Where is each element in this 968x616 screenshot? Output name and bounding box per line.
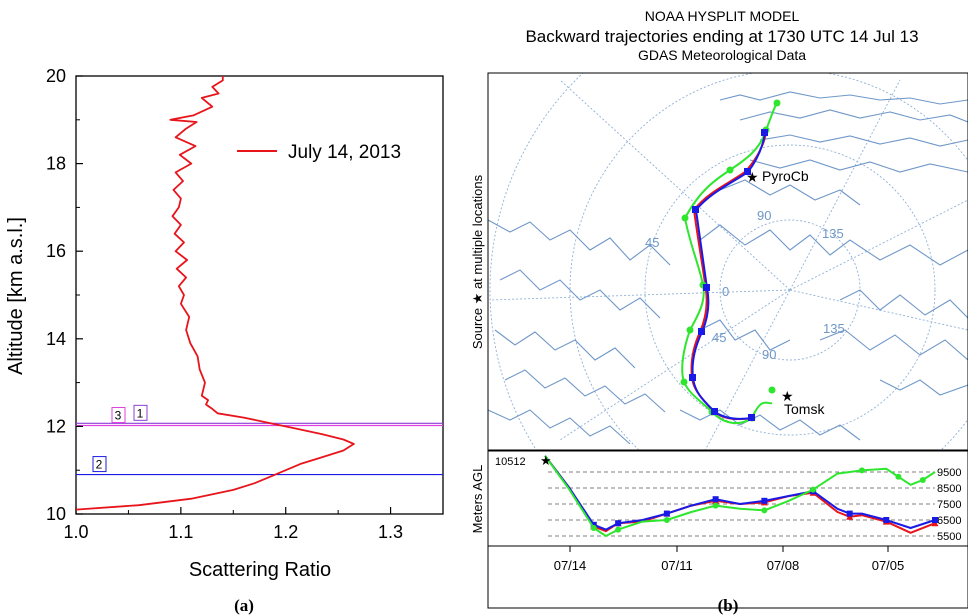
layer-label-box-2 (92, 456, 107, 473)
altitude-point (810, 486, 817, 493)
layer-label-box-3 (111, 407, 126, 424)
altitude-tick-label: 6500 (937, 515, 961, 527)
grid-label-45b: 45 (712, 330, 726, 345)
layer-label-2: 2 (96, 458, 103, 472)
legend-label: July 14, 2013 (288, 142, 401, 163)
altitude-point (590, 521, 597, 528)
map-coastlines (488, 91, 968, 445)
time-tick-label: 07/14 (554, 558, 587, 573)
x-tick-label: 1.2 (273, 522, 298, 542)
grid-label-45a: 45 (645, 235, 659, 250)
panel-label-a: (a) (234, 596, 254, 615)
y-tick-label: 18 (46, 154, 66, 174)
altitude-tick-label: 8500 (937, 483, 961, 495)
x-tick-label: 1.0 (63, 522, 88, 542)
layer-label-box-1 (133, 404, 148, 421)
panel-label-b: (b) (718, 596, 739, 615)
altitude-point (932, 517, 938, 523)
altitude-point (712, 496, 719, 503)
hysplit-panel: NOAA HYSPLIT MODEL Backward trajectories… (470, 8, 968, 609)
grid-label-135a: 135 (822, 226, 844, 241)
altitude-tick-label: 7500 (937, 499, 961, 511)
y-tick-label: 10 (46, 504, 66, 524)
altitude-frame (487, 450, 968, 609)
layer-label-1: 1 (137, 406, 144, 420)
altitude-point (883, 517, 890, 523)
altitude-trajectory-line (544, 455, 936, 537)
altitude-trajectory-line (544, 455, 936, 534)
y-axis-label: Altitude [km a.s.l.] (5, 217, 27, 375)
source-side-label: Source ★ at multiple locations (470, 174, 485, 349)
altitude-point (663, 517, 670, 523)
altitude-point (919, 477, 926, 483)
time-tick-label: 07/11 (661, 558, 693, 573)
map-title-line1: NOAA HYSPLIT MODEL (645, 8, 800, 24)
end-star: ★ (781, 388, 794, 404)
layer-label-3: 3 (115, 409, 122, 423)
y-tick-label: 20 (46, 66, 66, 86)
altitude-y-label: Meters AGL (470, 465, 485, 534)
altitude-point (761, 497, 768, 504)
altitude-point (761, 507, 768, 514)
altitude-point (712, 502, 719, 509)
y-tick-label: 16 (46, 241, 66, 261)
grid-label-0: 0 (722, 284, 729, 299)
altitude-point (615, 526, 622, 533)
y-tick-label: 14 (46, 329, 66, 349)
x-tick-label: 1.3 (378, 522, 403, 542)
profile-line (75, 76, 355, 511)
altitude-point (590, 525, 597, 531)
altitude-start-star: ★ (540, 453, 552, 468)
map-grid-labels: 45 90 135 0 45 90 135 (645, 208, 845, 362)
map-trajectory-green (681, 102, 778, 425)
grid-label-135b: 135 (823, 321, 845, 336)
grid-label-90b: 90 (762, 347, 776, 362)
altitude-point (895, 473, 902, 480)
altitude-point (858, 467, 865, 474)
altitude-start-label: 10512 (495, 456, 526, 468)
time-tick-label: 07/08 (767, 558, 800, 573)
altitude-point (846, 510, 853, 517)
map-trajectories (680, 99, 781, 425)
grid-label-90a: 90 (757, 208, 771, 223)
scattering-ratio-chart: 1 3 2 1.0 1.1 1.2 1.3 10 12 14 16 18 20 July 14, 2… (5, 66, 444, 581)
map-title-line3: GDAS Meteorological Data (638, 47, 806, 63)
time-tick-label: 07/05 (872, 558, 905, 573)
altitude-point (615, 520, 622, 527)
source-label: PyroCb (762, 168, 809, 184)
altitude-tick-label: 5500 (937, 531, 961, 543)
trajectory-map: 45 90 135 0 45 90 135 (488, 73, 968, 450)
source-star: ★ (746, 169, 759, 185)
x-axis-label: Scattering Ratio (189, 559, 331, 581)
altitude-trajectory-line (544, 455, 936, 531)
altitude-tick-label: 9500 (937, 467, 961, 479)
y-tick-label: 12 (46, 416, 66, 436)
x-tick-label: 1.1 (168, 522, 193, 542)
map-title-line2: Backward trajectories ending at 1730 UTC… (525, 27, 918, 46)
map-frame (487, 72, 968, 451)
altitude-point (663, 510, 670, 517)
end-label: Tomsk (784, 401, 825, 417)
